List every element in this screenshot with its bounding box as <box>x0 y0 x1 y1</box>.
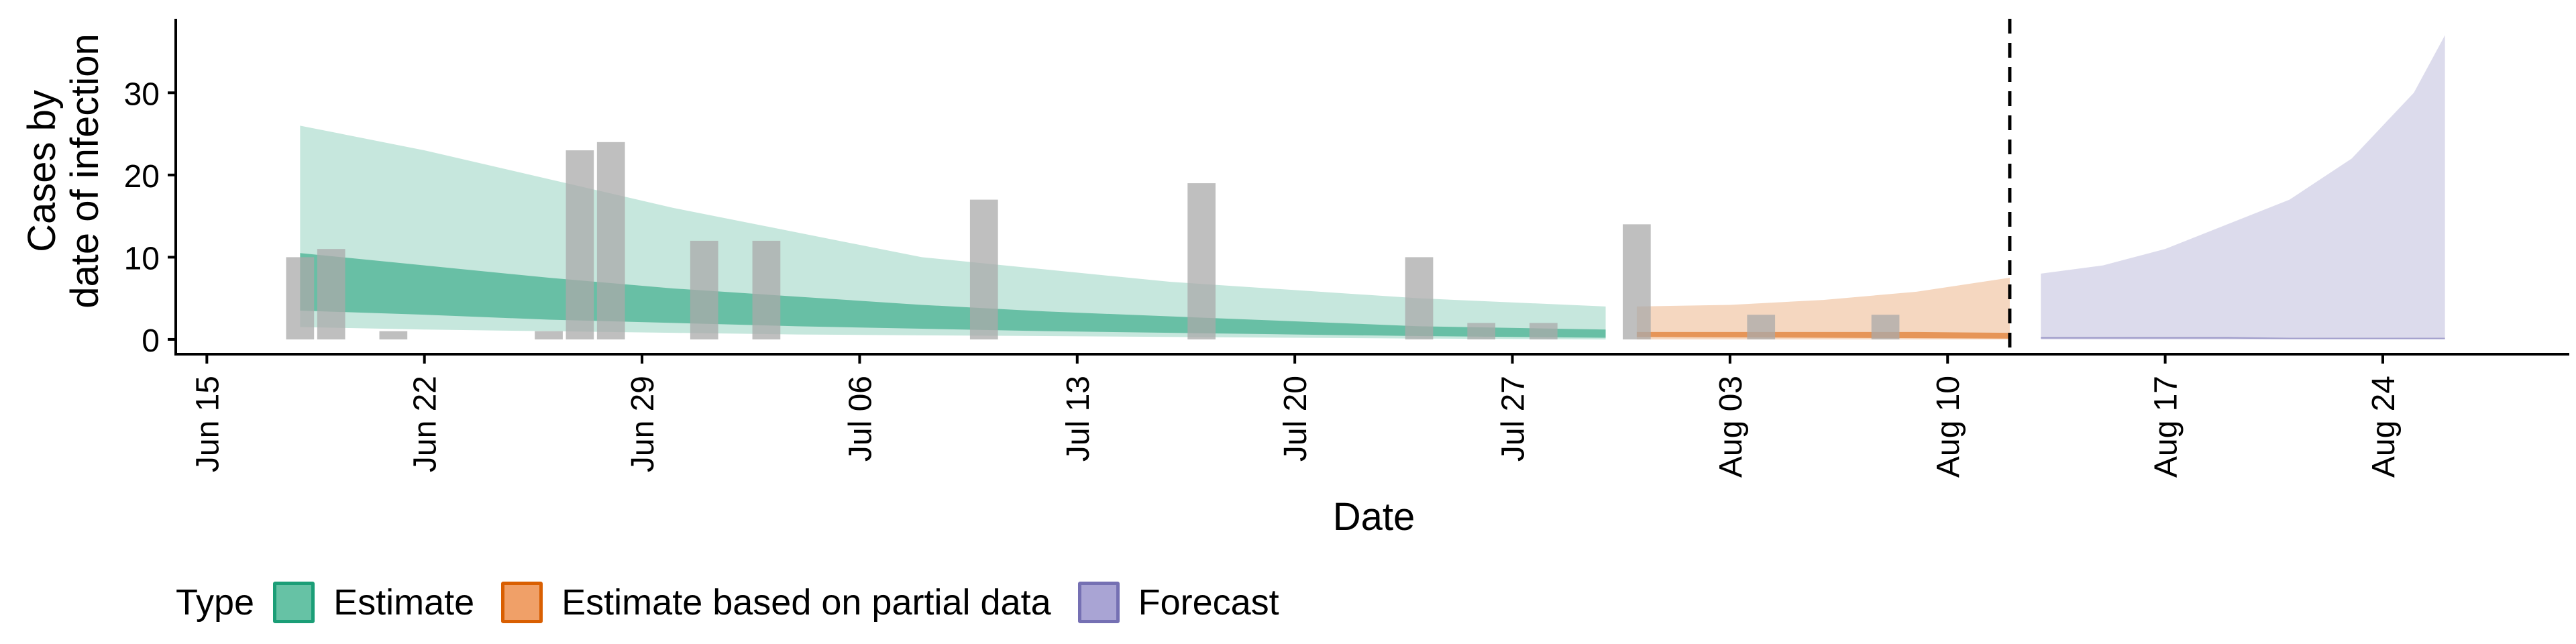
legend-item-partial: Estimate based on partial data <box>501 582 1051 623</box>
bars-layer <box>286 142 1900 339</box>
case-bar <box>1467 323 1496 339</box>
case-bar <box>969 199 998 339</box>
x-tick-label: Jul 27 <box>1496 376 1532 462</box>
case-bar <box>1747 315 1776 339</box>
ribbons-layer <box>300 35 2445 339</box>
x-axis-title: Date <box>1333 495 1415 539</box>
legend-key-estimate <box>273 582 315 623</box>
y-tick-label: 0 <box>142 323 160 359</box>
legend-label-forecast: Forecast <box>1138 582 1279 623</box>
case-bar <box>317 249 345 339</box>
legend-label-estimate: Estimate <box>333 582 475 623</box>
case-bar <box>1187 183 1216 339</box>
x-tick-label: Jul 13 <box>1061 376 1096 462</box>
case-bar <box>535 331 563 339</box>
partial-50-ribbon <box>1636 331 2010 339</box>
x-tick-label: Aug 17 <box>2149 376 2184 478</box>
estimate-50-ribbon <box>300 253 1606 338</box>
x-tick-label: Jun 22 <box>408 376 443 472</box>
case-bar <box>1529 323 1558 339</box>
legend-label-partial: Estimate based on partial data <box>561 582 1051 623</box>
legend-title: Type <box>176 582 255 623</box>
forecast-90-ribbon <box>2041 35 2445 339</box>
y-tick-label: 20 <box>124 159 160 195</box>
partial-90-ribbon <box>1636 278 2010 339</box>
y-tick-label: 10 <box>124 241 160 276</box>
forecast-50-ribbon <box>2041 337 2445 339</box>
case-bar <box>286 257 315 339</box>
case-bar <box>596 142 625 339</box>
legend-item-estimate: Estimate <box>273 582 474 623</box>
x-tick-label: Jul 20 <box>1278 376 1313 462</box>
case-bar <box>752 240 781 339</box>
legend-key-partial <box>501 582 543 623</box>
case-bar <box>1405 257 1434 339</box>
y-ticks: 0 10 20 30 <box>124 76 176 359</box>
x-tick-label: Jul 06 <box>843 376 878 462</box>
x-tick-label: Aug 24 <box>2366 376 2402 478</box>
x-tick-label: Aug 03 <box>1713 376 1749 478</box>
y-tick-label: 30 <box>124 76 160 112</box>
x-tick-label: Jun 15 <box>190 376 225 472</box>
legend: Type Estimate Estimate based on partial … <box>176 576 1306 629</box>
x-ticks: Jun 15 Jun 22 Jun 29 Jul 06 Jul 13 Jul 20 Jul … <box>190 354 2402 478</box>
case-bar <box>690 240 718 339</box>
legend-key-forecast <box>1077 582 1120 623</box>
y-axis-title-line1: Cases by <box>20 90 64 252</box>
case-bar <box>566 150 594 339</box>
y-axis-title-line2: date of infection <box>63 34 107 309</box>
x-tick-label: Jun 29 <box>625 376 661 472</box>
case-bar <box>1623 224 1651 339</box>
legend-item-forecast: Forecast <box>1077 582 1279 623</box>
case-bar <box>1871 315 1900 339</box>
case-bar <box>379 331 408 339</box>
x-tick-label: Aug 10 <box>1931 376 1966 478</box>
